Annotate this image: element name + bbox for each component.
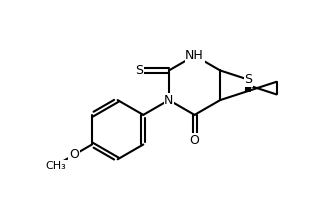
Text: N: N	[164, 94, 174, 107]
Text: O: O	[69, 148, 79, 161]
Text: O: O	[190, 134, 200, 147]
Text: S: S	[135, 64, 143, 77]
Text: S: S	[244, 73, 252, 86]
Text: NH: NH	[185, 49, 204, 62]
Text: CH₃: CH₃	[45, 161, 66, 171]
